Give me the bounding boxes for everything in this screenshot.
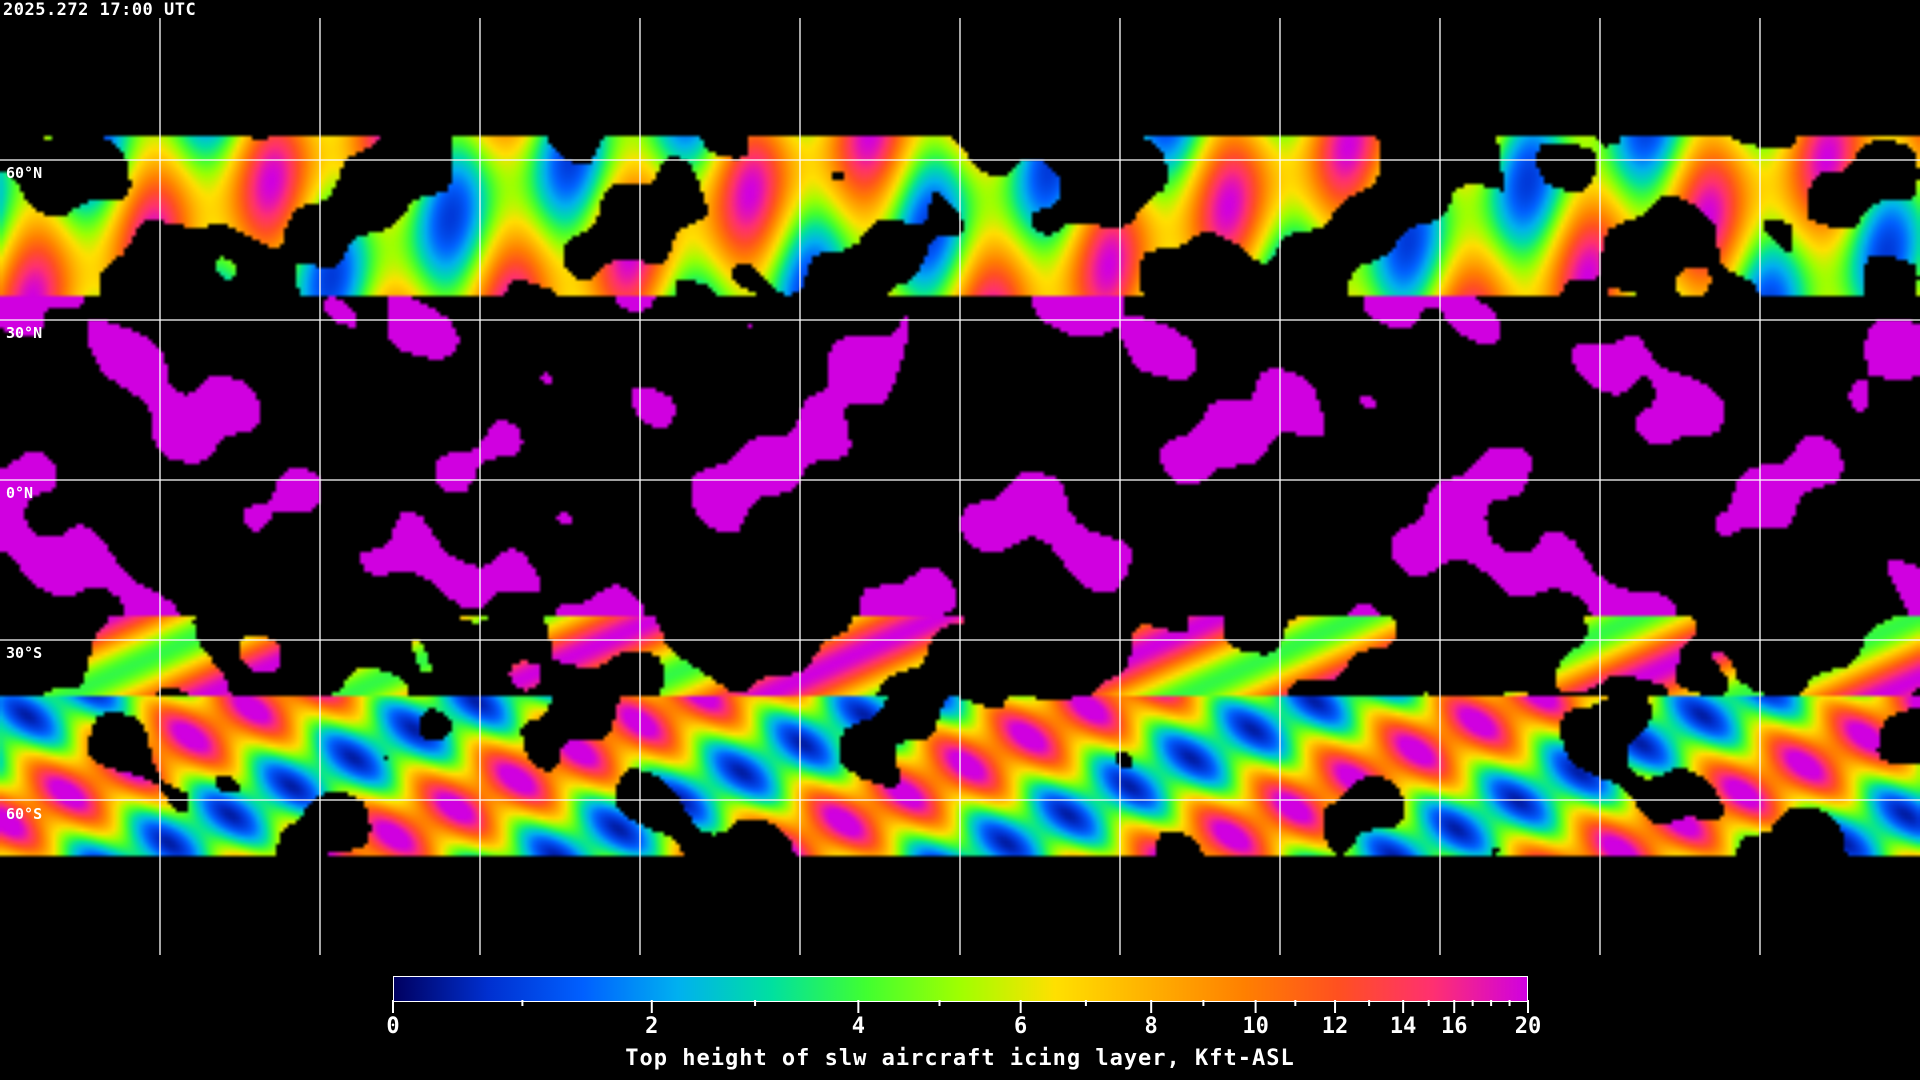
colorbar-tick-label: 4 bbox=[851, 1014, 865, 1039]
colorbar-tick-label: 8 bbox=[1144, 1014, 1158, 1039]
lat-label-0n: 0°N bbox=[6, 484, 34, 502]
colorbar-tick-label: 20 bbox=[1514, 1014, 1542, 1039]
colorbar-tick-label: 14 bbox=[1389, 1014, 1417, 1039]
colorbar-tick-label: 0 bbox=[386, 1014, 400, 1039]
colorbar-tick-label: 6 bbox=[1014, 1014, 1028, 1039]
lat-label-60n: 60°N bbox=[6, 164, 43, 182]
colorbar-tick-label: 12 bbox=[1321, 1014, 1349, 1039]
lat-label-30s: 30°S bbox=[6, 644, 43, 662]
lat-label-30n: 30°N bbox=[6, 324, 43, 342]
colorbar bbox=[393, 976, 1528, 1002]
timestamp: 2025.272 17:00 UTC bbox=[3, 0, 197, 20]
colorbar-title: Top height of slw aircraft icing layer, … bbox=[625, 1046, 1295, 1071]
lat-lon-grid bbox=[0, 18, 1920, 955]
lat-label-60s: 60°S bbox=[6, 805, 43, 823]
colorbar-tick-label: 10 bbox=[1242, 1014, 1269, 1039]
colorbar-tick-label: 2 bbox=[645, 1014, 659, 1039]
colorbar-ticks bbox=[392, 1000, 1529, 1013]
icing-map: 2025.272 17:00 UTC 60°N 30°N 0°N 30°S 60… bbox=[0, 0, 1920, 960]
colorbar-tick-label: 16 bbox=[1440, 1014, 1468, 1039]
